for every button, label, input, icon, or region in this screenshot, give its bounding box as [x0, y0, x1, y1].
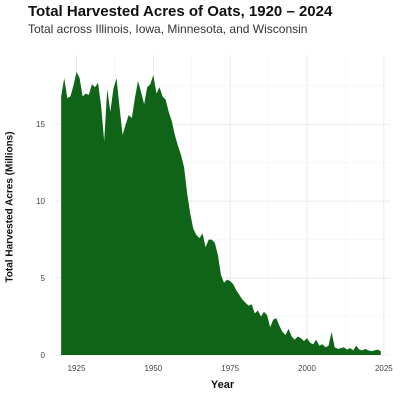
y-tick-label: 5 [41, 274, 46, 283]
x-tick-label: 2000 [298, 364, 316, 373]
y-tick-labels: 0 5 10 15 [36, 120, 45, 360]
series-area-0 [61, 71, 381, 356]
x-axis-label: Year [210, 379, 235, 391]
x-tick-label: 1975 [221, 364, 239, 373]
x-tick-label: 1925 [68, 364, 86, 373]
x-tick-labels: 1925 1950 1975 2000 2025 [68, 364, 394, 373]
y-tick-label: 15 [36, 120, 45, 129]
x-tick-label: 1950 [144, 364, 162, 373]
y-axis-label: Total Harvested Acres (Millions) [4, 131, 16, 283]
chart-title: Total Harvested Acres of Oats, 1920 – 20… [28, 3, 333, 20]
chart-subtitle: Total across Illinois, Iowa, Minnesota, … [28, 22, 308, 36]
x-tick-label: 2025 [375, 364, 393, 373]
y-tick-label: 10 [36, 197, 45, 206]
y-axis-label-box: Total Harvested Acres (Millions) [3, 62, 17, 352]
y-tick-label: 0 [41, 351, 46, 360]
series-area-layer [61, 71, 381, 356]
